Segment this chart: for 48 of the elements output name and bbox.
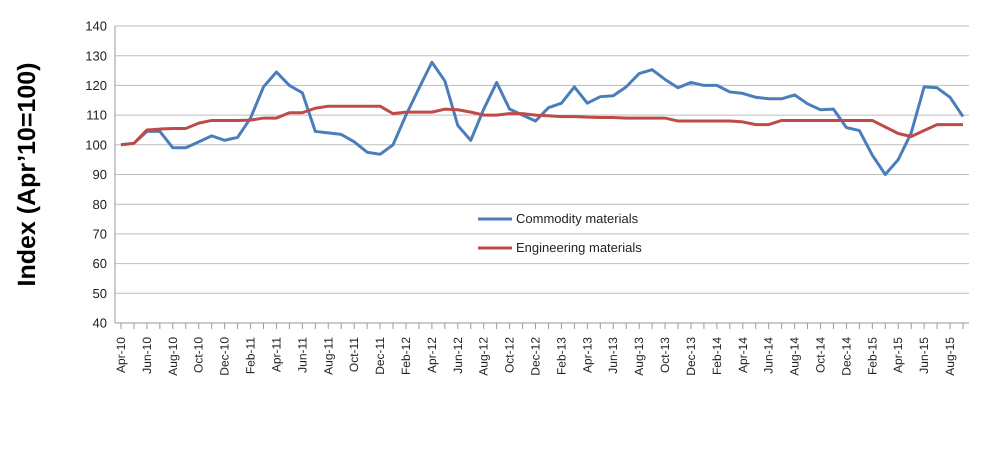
y-tick-label: 140 xyxy=(85,18,107,34)
y-tick-label: 50 xyxy=(92,286,107,301)
x-tick-label: Aug-14 xyxy=(788,336,802,376)
x-tick-label: Oct-11 xyxy=(347,336,362,372)
x-tick-label: Jun-10 xyxy=(140,336,154,374)
x-tick-label: Apr-10 xyxy=(114,336,128,374)
x-tick-label: Feb-12 xyxy=(398,336,413,376)
y-axis-title: Index (Apr’10=100) xyxy=(12,62,41,286)
x-tick-label: Dec-12 xyxy=(528,336,543,376)
x-tick-label: Feb-14 xyxy=(710,336,724,376)
x-tick-label: Aug-11 xyxy=(321,336,336,375)
x-tick-label: Aug-12 xyxy=(476,336,491,376)
y-tick-label: 70 xyxy=(92,226,107,242)
x-tick-label: Oct-12 xyxy=(502,336,517,374)
x-tick-label: Jun-14 xyxy=(762,336,776,374)
x-tick-label: Feb-11 xyxy=(244,336,258,374)
x-tick-label: Jun-12 xyxy=(450,336,465,374)
x-tick-label: Feb-15 xyxy=(865,336,880,376)
legend-label: Engineering materials xyxy=(516,240,642,255)
line-series xyxy=(120,104,964,146)
x-tick-label: Dec-11 xyxy=(373,336,388,375)
x-tick-label: Dec-10 xyxy=(218,336,232,376)
x-tick-label: Dec-13 xyxy=(684,336,698,376)
x-tick-label: Jun-13 xyxy=(606,336,620,374)
x-tick-label: Aug-10 xyxy=(166,336,180,376)
x-tick-label: Apr-11 xyxy=(269,336,284,372)
x-tick-label: Oct-13 xyxy=(658,336,672,374)
y-tick-label: 90 xyxy=(92,167,107,182)
y-tick-label: 60 xyxy=(92,256,107,272)
x-tick-label: Apr-13 xyxy=(580,336,594,374)
x-tick-label: Apr-12 xyxy=(424,336,439,374)
x-tick-label: Apr-14 xyxy=(736,336,750,374)
x-tick-label: Jun-15 xyxy=(917,336,932,374)
x-tick-label: Apr-15 xyxy=(891,336,906,374)
legend-label: Commodity materials xyxy=(516,211,638,226)
x-tick-label: Aug-13 xyxy=(632,336,646,376)
x-tick-label: Oct-14 xyxy=(814,336,828,374)
x-tick-label: Oct-10 xyxy=(192,336,206,374)
x-tick-label: Feb-13 xyxy=(554,336,568,376)
y-tick-label: 120 xyxy=(85,78,107,94)
x-tick-label: Jun-11 xyxy=(295,336,310,373)
x-tick-label: Dec-14 xyxy=(839,336,854,376)
y-tick-label: 110 xyxy=(86,108,107,123)
x-tick-label: Aug-15 xyxy=(943,336,958,376)
y-tick-label: 130 xyxy=(85,48,107,64)
y-tick-label: 40 xyxy=(92,316,107,331)
y-tick-label: 100 xyxy=(85,137,107,152)
y-tick-label: 80 xyxy=(92,196,107,212)
